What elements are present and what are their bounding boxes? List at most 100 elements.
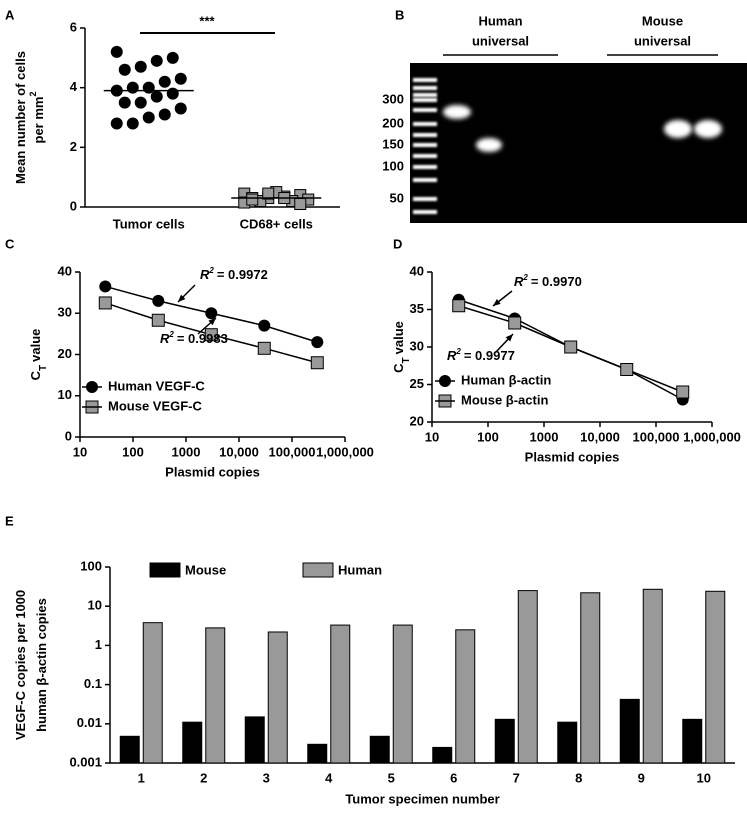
panel-letter: A <box>5 7 15 22</box>
legend-label: Human β-actin <box>461 372 551 387</box>
x-axis-label: Plasmid copies <box>525 449 620 464</box>
marker <box>118 96 131 109</box>
marker <box>142 111 155 124</box>
legend-label: Mouse <box>185 562 226 577</box>
bar <box>142 622 163 764</box>
bar <box>682 718 703 764</box>
lane-label: 2 <box>484 62 491 77</box>
bar <box>517 590 538 764</box>
marker <box>294 198 307 211</box>
x-tick-label: 100,000 <box>269 444 316 459</box>
annotation-arrowhead <box>178 294 186 302</box>
gel-panel <box>410 63 747 223</box>
x-tick-label: 3 <box>263 770 270 785</box>
panel-letter: E <box>5 513 14 528</box>
significance: *** <box>199 13 215 28</box>
gel-band <box>694 120 722 138</box>
panel-letter: B <box>395 7 404 22</box>
y-axis-label-part: value <box>391 321 406 354</box>
gel-group-label: Mouse <box>642 13 683 28</box>
bar <box>369 735 390 764</box>
annotation-part: R <box>514 274 524 289</box>
annotation: R2 = 0.9972 <box>200 266 268 282</box>
y-tick-label: 25 <box>410 376 424 391</box>
y-axis-label-part: Mean number of cells <box>13 51 28 184</box>
annotation: R2 = 0.9983 <box>160 330 228 346</box>
marker <box>174 72 187 85</box>
lane-label: 3 <box>674 62 681 77</box>
bar <box>307 743 328 764</box>
marker <box>310 356 324 370</box>
y-axis-label: CTvalue <box>391 321 411 373</box>
x-tick-label: 1,000,000 <box>683 429 741 444</box>
marker <box>676 385 690 399</box>
x-tick-label: 10,000 <box>580 429 620 444</box>
marker <box>508 316 522 330</box>
y-tick-label: 10 <box>88 598 102 613</box>
y-tick-label: 35 <box>410 301 424 316</box>
marker <box>262 187 275 200</box>
x-tick-label: 8 <box>575 770 582 785</box>
y-axis-label-part: human β-actin copies <box>34 598 49 732</box>
x-tick-label: 1000 <box>172 444 201 459</box>
annotation: R2 = 0.9977 <box>447 347 515 363</box>
y-tick-label: 0 <box>70 198 77 213</box>
y-axis-label: CTvalue <box>28 329 48 381</box>
annotation-sup: 2 <box>208 266 214 275</box>
y-axis-label-part: VEGF-C copies per 1000 <box>13 590 28 740</box>
marker <box>204 328 218 342</box>
marker <box>150 90 163 103</box>
bar <box>330 624 351 764</box>
y-tick-label: 40 <box>410 263 424 278</box>
gel-image <box>410 63 747 223</box>
ladder-band <box>413 143 437 147</box>
x-tick-label: 1 <box>138 770 145 785</box>
y-tick-label: 2 <box>70 139 77 154</box>
marker <box>311 336 324 349</box>
x-tick-label: 5 <box>388 770 395 785</box>
ladder-band <box>413 86 437 90</box>
panel-letter: C <box>5 236 15 251</box>
ladder-label: 300 <box>382 91 404 106</box>
x-tick-label: 10,000 <box>219 444 259 459</box>
y-axis-label-part: value <box>28 329 43 362</box>
x-tick-label: 10 <box>697 770 711 785</box>
bar <box>244 716 265 764</box>
panel-letter: D <box>393 236 402 251</box>
bar <box>432 746 453 764</box>
bar <box>205 627 226 764</box>
marker <box>257 341 271 355</box>
bar <box>580 592 601 764</box>
x-axis-label: Tumor specimen number <box>345 791 499 806</box>
marker <box>110 45 123 58</box>
x-tick-label: 100 <box>122 444 144 459</box>
marker <box>126 117 139 130</box>
ladder-band <box>413 93 437 97</box>
x-tick-label: 4 <box>325 770 333 785</box>
y-tick-label: 40 <box>58 263 72 278</box>
y-axis-label-part: C <box>391 363 406 373</box>
marker <box>174 102 187 115</box>
y-tick-label: 0.001 <box>69 754 102 769</box>
x-axis-label: Plasmid copies <box>165 464 260 479</box>
ladder-band <box>413 98 437 102</box>
y-axis-label-sub: T <box>38 365 49 371</box>
ladder-band <box>413 78 437 82</box>
marker <box>158 75 171 88</box>
ladder-band <box>413 133 437 137</box>
marker <box>452 299 466 313</box>
annotation-arrowhead <box>208 318 216 326</box>
marker <box>152 294 165 307</box>
marker <box>151 313 165 327</box>
y-axis-label: per mm2 <box>28 92 46 144</box>
bar <box>455 629 476 764</box>
x-tick-label: 1,000,000 <box>316 444 374 459</box>
ladder-label: 100 <box>382 158 404 173</box>
x-tick-label: 2 <box>200 770 207 785</box>
marker <box>205 307 218 320</box>
y-axis-label-part: per mm <box>31 97 46 144</box>
legend-label: Mouse VEGF-C <box>108 398 203 413</box>
marker <box>98 296 112 310</box>
x-tick-label: 10 <box>425 429 439 444</box>
